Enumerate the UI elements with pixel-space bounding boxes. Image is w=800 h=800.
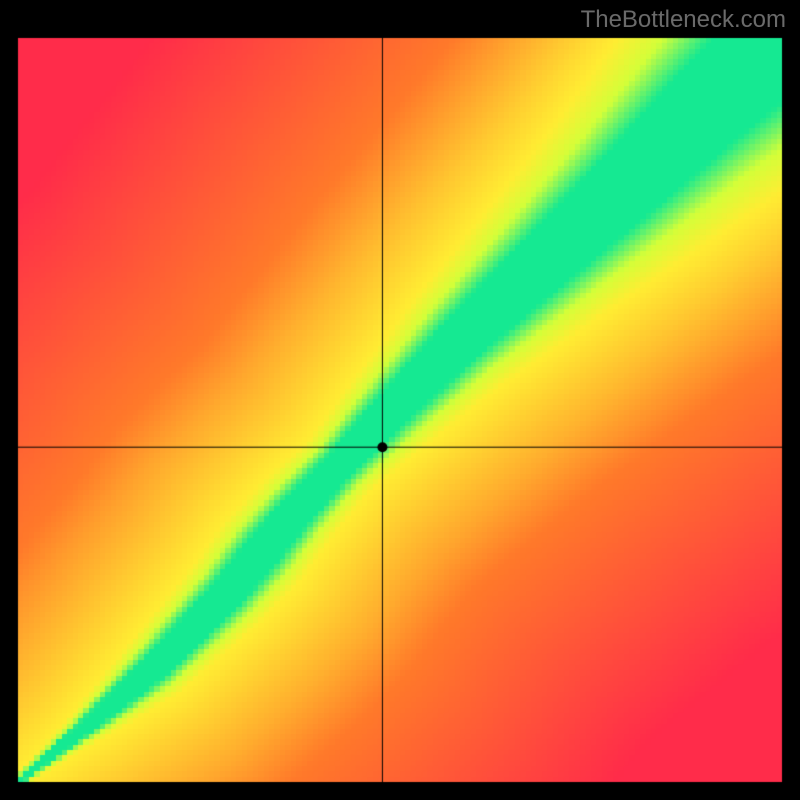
watermark-text: TheBottleneck.com <box>581 6 786 34</box>
bottleneck-heatmap-canvas <box>0 0 800 800</box>
chart-container: TheBottleneck.com <box>0 0 800 800</box>
